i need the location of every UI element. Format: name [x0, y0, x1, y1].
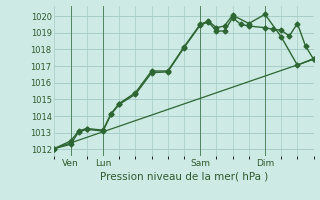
- X-axis label: Pression niveau de la mer( hPa ): Pression niveau de la mer( hPa ): [100, 172, 268, 182]
